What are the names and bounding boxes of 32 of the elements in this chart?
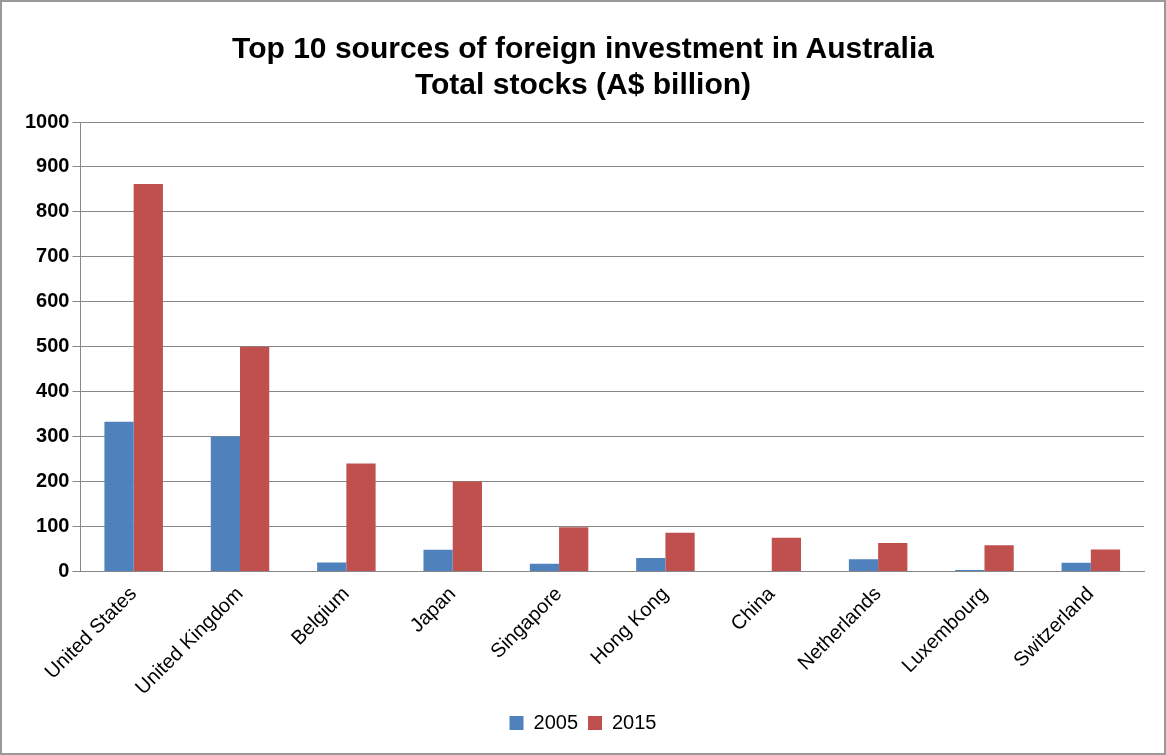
bar	[317, 562, 347, 571]
y-tick-label: 900	[36, 154, 70, 177]
bar	[636, 557, 666, 571]
bar	[878, 543, 908, 571]
y-tick-label: 1000	[24, 109, 70, 132]
y-tick-label: 800	[36, 199, 70, 222]
y-tick-label: 100	[36, 513, 70, 536]
bar	[452, 481, 482, 571]
bar	[1061, 562, 1091, 571]
bar	[771, 537, 802, 571]
bar	[984, 545, 1014, 571]
y-tick-label: 300	[36, 424, 70, 447]
y-tick-label: 500	[36, 334, 70, 357]
y-tick-label: 200	[36, 469, 70, 492]
bar	[346, 463, 376, 571]
bar	[240, 346, 270, 571]
legend-label: 2005	[533, 710, 579, 733]
bar	[1090, 549, 1121, 571]
bar	[665, 532, 695, 571]
bar	[210, 436, 241, 571]
y-tick-label: 400	[36, 379, 70, 402]
bar	[133, 184, 163, 571]
bar	[423, 549, 453, 571]
y-tick-label: 700	[36, 244, 70, 267]
bar	[529, 563, 560, 571]
bar	[104, 421, 134, 571]
bar	[559, 527, 589, 571]
bar	[848, 559, 879, 571]
chart-title: Top 10 sources of foreign investment in Australia Total stocks (A$ billion)	[232, 31, 935, 101]
y-tick-label: 600	[36, 289, 70, 312]
y-tick-label: 0	[58, 558, 70, 581]
legend-label: 2015	[612, 710, 657, 733]
